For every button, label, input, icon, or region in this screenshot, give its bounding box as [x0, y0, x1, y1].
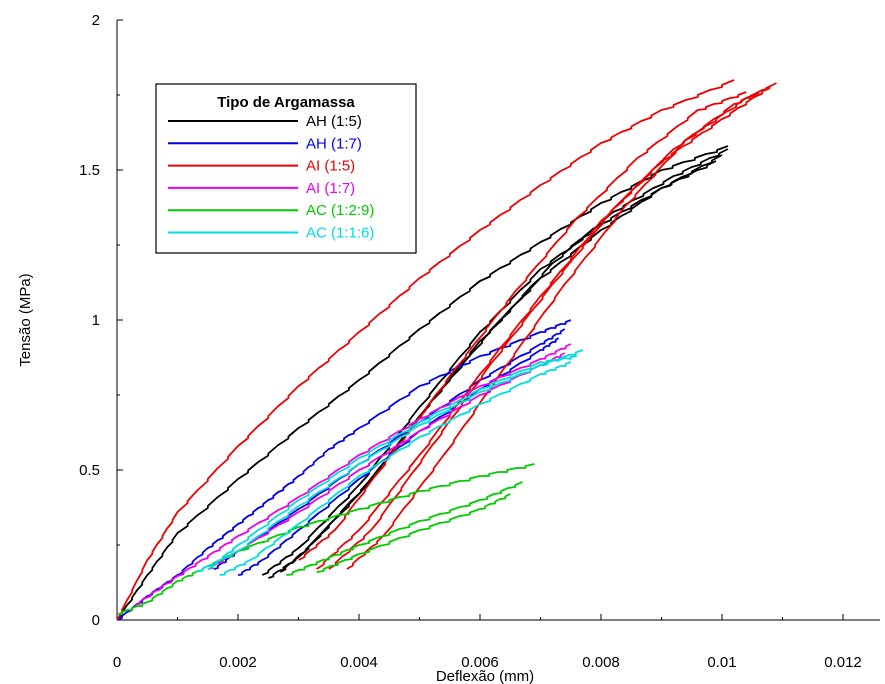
series-line — [286, 481, 523, 576]
series-line — [346, 85, 771, 570]
series-ah-1-5 — [116, 145, 729, 621]
x-tick-label: 0 — [113, 654, 121, 671]
legend-label: AC (1:2:9) — [306, 202, 374, 219]
y-axis-ticks: 0 0.5 1 1.5 2 — [79, 12, 123, 629]
series-line — [316, 493, 511, 573]
x-tick-label: 0.008 — [582, 654, 620, 671]
series-line — [116, 79, 735, 621]
y-tick-label: 1 — [92, 312, 100, 329]
x-axis-title: Deflexão (mm) — [436, 668, 534, 684]
series-ac-1-2-9 — [117, 463, 535, 615]
series-layer — [116, 79, 777, 621]
series-line — [195, 349, 584, 573]
x-tick-label: 0.01 — [707, 654, 736, 671]
series-line — [116, 319, 572, 621]
legend-box — [155, 83, 417, 254]
series-line — [268, 154, 723, 579]
legend-label: AI (1:5) — [306, 158, 355, 175]
x-tick-label: 0.012 — [824, 654, 862, 671]
series-line — [219, 361, 572, 576]
y-tick-label: 0.5 — [79, 462, 100, 479]
series-line — [134, 343, 572, 606]
legend-items: AH (1:5) AH (1:7) AI (1:5) AI (1:7) AC (1:2:… — [168, 113, 374, 242]
legend-title: Tipo de Argamassa — [217, 94, 355, 111]
legend: Tipo de Argamassa AH (1:5) AH (1:7) AI (1:… — [155, 83, 417, 254]
legend-label: AH (1:5) — [306, 113, 362, 130]
series-line — [298, 91, 747, 561]
series-ai-1-5 — [116, 79, 777, 621]
series-line — [116, 145, 729, 621]
legend-label: AI (1:7) — [306, 180, 355, 197]
legend-label: AC (1:1:6) — [306, 225, 374, 242]
series-line — [261, 160, 717, 576]
y-tick-label: 1.5 — [79, 162, 100, 179]
legend-label: AH (1:7) — [306, 135, 362, 152]
series-line — [279, 148, 729, 573]
y-tick-label: 2 — [92, 12, 100, 29]
x-tick-label: 0.004 — [340, 654, 378, 671]
series-line — [207, 355, 577, 570]
y-tick-label: 0 — [92, 612, 100, 629]
y-axis-title: Tensão (MPa) — [17, 273, 34, 366]
x-axis-ticks: 0 0.002 0.004 0.006 0.008 0.01 0.012 — [113, 614, 862, 671]
series-ac-1-1-6 — [195, 349, 584, 576]
x-tick-label: 0.006 — [461, 654, 499, 671]
series-line — [316, 85, 771, 570]
x-tick-label: 0.002 — [219, 654, 257, 671]
series-line — [328, 82, 777, 570]
series-line — [117, 463, 535, 615]
